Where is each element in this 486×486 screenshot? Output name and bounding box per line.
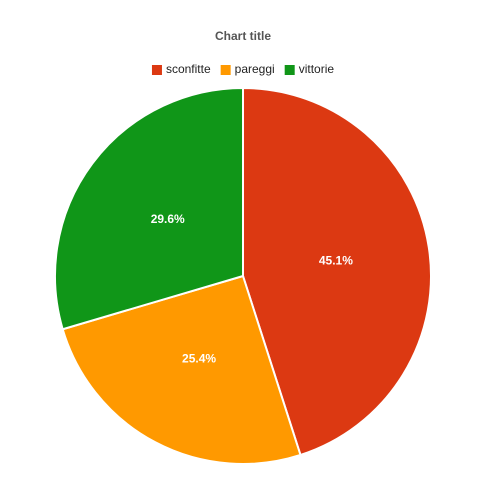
- legend-swatch: [151, 65, 162, 75]
- legend-swatch: [220, 65, 231, 75]
- legend-swatch: [284, 65, 295, 75]
- pie-slice: [242, 86, 432, 457]
- chart-title: Chart title: [215, 29, 271, 43]
- legend: sconfitte pareggi vittorie: [151, 62, 335, 76]
- pie-slice: [61, 274, 302, 465]
- legend-label: sconfitte: [166, 62, 211, 76]
- legend-label: vittorie: [299, 62, 335, 76]
- slice-label: 25.4%: [182, 351, 216, 365]
- slice-label: 29.6%: [151, 212, 185, 226]
- slice-label: 45.1%: [319, 254, 353, 268]
- pie-slice: [54, 86, 244, 331]
- legend-label: pareggi: [235, 62, 275, 76]
